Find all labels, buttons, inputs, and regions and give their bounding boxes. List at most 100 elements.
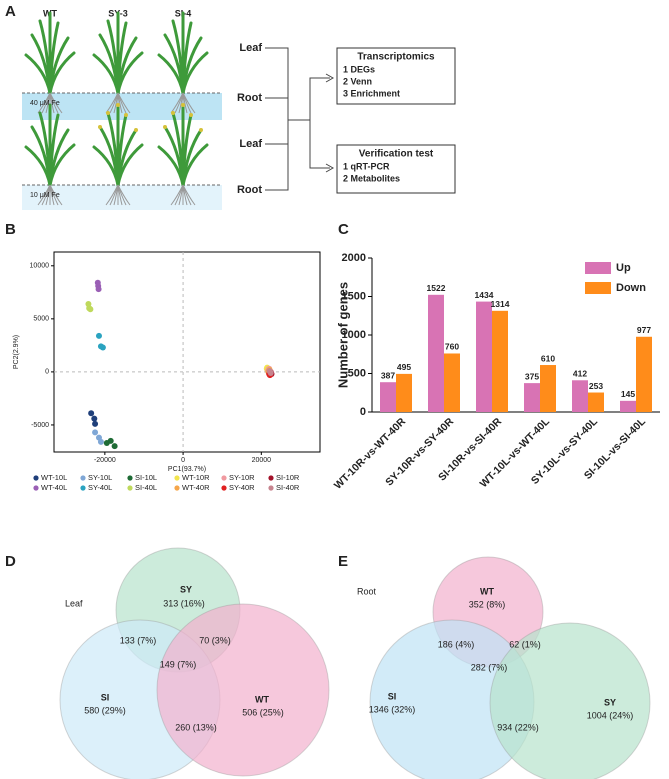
- bar: [396, 373, 412, 412]
- legend-label: WT-40L: [41, 483, 67, 492]
- point: [95, 332, 102, 339]
- point: [97, 438, 104, 445]
- leaf-blade: [116, 51, 144, 95]
- legend-label: SY-10R: [229, 473, 255, 482]
- region-label: 149 (7%): [160, 659, 197, 669]
- x-axis-label: PC1(93.7%): [168, 466, 206, 473]
- venn-circle: [489, 622, 651, 779]
- point: [87, 306, 94, 313]
- x-tick-label: 20000: [252, 457, 272, 464]
- legend-swatch: [80, 485, 86, 491]
- panel-label: A: [5, 3, 16, 20]
- venn-title: Leaf: [65, 598, 83, 608]
- legend-label: SI-10L: [135, 473, 157, 482]
- bar: [380, 382, 396, 412]
- bar: [540, 365, 556, 412]
- legend-swatch: [268, 475, 274, 481]
- condition-label: 10 μM Fe: [30, 192, 60, 199]
- legend-swatch: [33, 485, 39, 491]
- legend-label: WT-10R: [182, 473, 210, 482]
- leaf-blade: [181, 143, 209, 187]
- root: [182, 92, 196, 114]
- root: [117, 184, 131, 206]
- value-label: 760: [445, 342, 459, 352]
- legend-label: SI-40R: [276, 483, 300, 492]
- y-tick-label: 0: [45, 369, 49, 376]
- value-label: 375: [525, 371, 539, 381]
- legend-swatch: [174, 475, 180, 481]
- bar: [476, 301, 492, 412]
- leaf-blade: [92, 53, 120, 95]
- set-label: SY: [604, 697, 616, 707]
- y-tick-label: 1000: [342, 329, 366, 341]
- legend-swatch: [174, 485, 180, 491]
- water-band: [22, 185, 222, 210]
- set-label: SI: [388, 691, 397, 701]
- set-label: WT: [480, 586, 494, 596]
- root: [182, 184, 196, 206]
- y-tick-label: 10000: [30, 263, 50, 270]
- venn-circle: [156, 603, 330, 777]
- region-label: 313 (16%): [163, 598, 205, 608]
- legend-label: Up: [616, 262, 631, 274]
- leaf-tip: [199, 128, 203, 132]
- bracket: [265, 47, 330, 191]
- region-label: 70 (3%): [199, 635, 231, 645]
- point: [267, 369, 274, 376]
- x-tick-label: 0: [181, 457, 185, 464]
- value-label: 495: [397, 362, 411, 372]
- value-label: 610: [541, 353, 555, 363]
- leaf-tip: [171, 111, 175, 115]
- box-item: 1 DEGs: [343, 64, 375, 74]
- panel-label: E: [338, 553, 348, 570]
- legend-label: SY-40R: [229, 483, 255, 492]
- legend-swatch: [221, 485, 227, 491]
- box-item: 1 qRT-PCR: [343, 161, 390, 171]
- plot-frame: [53, 251, 321, 453]
- point: [107, 437, 114, 444]
- condition-label: 40 μM Fe: [30, 100, 60, 107]
- bar: [636, 336, 652, 412]
- root: [49, 184, 63, 206]
- box-item: 2 Venn: [343, 76, 372, 86]
- value-label: 1522: [427, 283, 446, 293]
- tissue-label: Leaf: [239, 138, 262, 150]
- region-label: 580 (29%): [84, 705, 126, 715]
- arrowhead: [325, 73, 335, 173]
- value-label: 1434: [475, 290, 494, 300]
- region-label: 506 (25%): [242, 707, 284, 717]
- leaf-blade: [157, 53, 185, 95]
- point: [88, 410, 95, 417]
- venn-title: Root: [357, 586, 377, 596]
- bar: [444, 353, 460, 412]
- legend-label: Down: [616, 282, 646, 294]
- leaf-tip: [106, 111, 110, 115]
- set-label: WT: [255, 694, 269, 704]
- leaf-blade: [24, 53, 52, 95]
- legend-swatch: [268, 485, 274, 491]
- region-label: 934 (22%): [497, 722, 539, 732]
- tissue-label: Root: [237, 92, 262, 104]
- legend-swatch: [80, 475, 86, 481]
- leaf-blade: [24, 145, 52, 187]
- legend-swatch: [585, 282, 611, 294]
- set-label: SI: [101, 692, 110, 702]
- legend-label: SI-10R: [276, 473, 300, 482]
- tissue-label: Root: [237, 184, 262, 196]
- legend-label: SY-40L: [88, 483, 112, 492]
- value-label: 145: [621, 389, 635, 399]
- bar: [492, 310, 508, 412]
- region-label: 133 (7%): [120, 635, 157, 645]
- point: [91, 415, 98, 422]
- box-item: 2 Metabolites: [343, 173, 400, 183]
- bar: [524, 383, 540, 412]
- panel-label: D: [5, 553, 16, 570]
- point: [111, 443, 118, 450]
- region-label: 186 (4%): [438, 639, 475, 649]
- leaf-tip: [163, 125, 167, 129]
- leaf-blade: [157, 145, 185, 187]
- y-tick-label: 0: [360, 406, 366, 418]
- point: [95, 286, 102, 293]
- legend-swatch: [33, 475, 39, 481]
